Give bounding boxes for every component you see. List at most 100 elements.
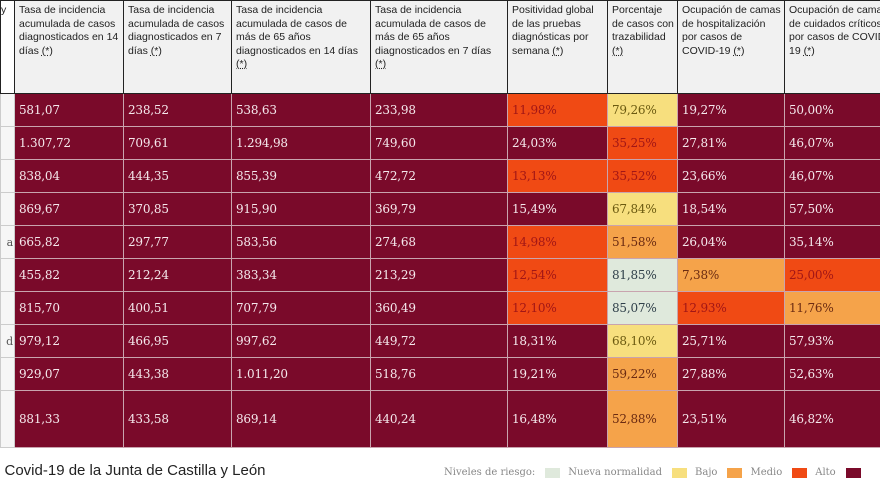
value-cell-muy-alto: 869,14: [231, 390, 371, 448]
legend-title: Niveles de riesgo:: [444, 467, 536, 478]
value-cell-bajo: 79,26%: [607, 93, 678, 127]
value-cell-muy-alto: 57,93%: [784, 324, 880, 358]
table-row: 815,70 400,51 707,79 360,49 12,10% 85,07% 12,9…: [0, 291, 880, 325]
header-text: Tasa de incidencia acumulada de casos di…: [128, 4, 225, 57]
region-name-cell: [0, 291, 15, 325]
value-cell-muy-alto: 50,00%: [784, 93, 880, 127]
region-name-cell: [0, 126, 15, 160]
table-row: 929,07 443,38 1.011,20 518,76 19,21% 59,22% 27…: [0, 357, 880, 391]
region-name-cell: [0, 258, 15, 292]
value-cell-muy-alto: 18,31%: [507, 324, 608, 358]
value-cell-muy-alto: 449,72: [370, 324, 508, 358]
value-cell-muy-alto: 881,33: [14, 390, 124, 448]
value-cell-muy-alto: 57,50%: [784, 192, 880, 226]
column-header: Ocupación de camas de hospitalización po…: [677, 0, 785, 94]
risk-legend: Niveles de riesgo: Nueva normalidad Bajo M…: [444, 467, 869, 478]
value-cell-alto: 14,98%: [507, 225, 608, 259]
value-cell-muy-alto: 46,07%: [784, 159, 880, 193]
value-cell-muy-alto: 19,21%: [507, 357, 608, 391]
value-cell-muy-alto: 25,71%: [677, 324, 785, 358]
value-cell-muy-alto: 433,58: [123, 390, 232, 448]
column-header: Tasa de incidencia acumulada de casos de…: [231, 0, 371, 94]
header-text: Ocupación de camas de hospitalización po…: [682, 4, 781, 57]
column-header: Positividad global de las pruebas diagnó…: [507, 0, 608, 94]
value-cell-alto: 12,93%: [677, 291, 785, 325]
region-name-cell: [0, 93, 15, 127]
legend-swatch-muy-alto: [845, 467, 861, 478]
header-text: Ocupación de camas de cuidados críticos …: [789, 4, 880, 57]
footnote-link[interactable]: (*): [733, 44, 745, 57]
value-cell-alto: 11,98%: [507, 93, 608, 127]
value-cell-muy-alto: 27,81%: [677, 126, 785, 160]
value-cell-medio: 7,38%: [677, 258, 785, 292]
value-cell-alto: 13,13%: [507, 159, 608, 193]
value-cell-muy-alto: 979,12: [14, 324, 124, 358]
value-cell-alto: 12,10%: [507, 291, 608, 325]
header-text: y: [1, 4, 7, 16]
footnote-link[interactable]: (*): [375, 58, 387, 70]
value-cell-muy-alto: 838,04: [14, 159, 124, 193]
value-cell-muy-alto: 274,68: [370, 225, 508, 259]
value-cell-muy-alto: 238,52: [123, 93, 232, 127]
table-row: d 979,12 466,95 997,62 449,72 18,31% 68,10% 25,…: [0, 324, 880, 358]
value-cell-muy-alto: 26,04%: [677, 225, 785, 259]
value-cell-bajo: 67,84%: [607, 192, 678, 226]
header-text: Tasa de incidencia acumulada de casos de…: [375, 4, 492, 57]
value-cell-muy-alto: 869,67: [14, 192, 124, 226]
value-cell-alto: 12,54%: [507, 258, 608, 292]
value-cell-muy-alto: 23,66%: [677, 159, 785, 193]
value-cell-medio: 51,58%: [607, 225, 678, 259]
footer: o Covid-19 de la Junta de Castilla y Leó…: [0, 450, 880, 495]
legend-swatch-medio: [727, 467, 743, 478]
column-header: Tasa de incidencia acumulada de casos di…: [123, 0, 232, 94]
table-row: 869,67 370,85 915,90 369,79 15,49% 67,84% 18,5…: [0, 192, 880, 226]
value-cell-muy-alto: 24,03%: [507, 126, 608, 160]
value-cell-medio: 52,88%: [607, 390, 678, 448]
footnote-link[interactable]: (*): [236, 58, 248, 70]
value-cell-muy-alto: 400,51: [123, 291, 232, 325]
value-cell-muy-alto: 212,24: [123, 258, 232, 292]
legend-swatch-alto: [792, 467, 808, 478]
legend-label: Alto: [815, 467, 836, 478]
value-cell-muy-alto: 538,63: [231, 93, 371, 127]
value-cell-muy-alto: 360,49: [370, 291, 508, 325]
source-note: o Covid-19 de la Junta de Castilla y Leó…: [0, 462, 266, 479]
value-cell-alto: 35,52%: [607, 159, 678, 193]
value-cell-nueva: 85,07%: [607, 291, 678, 325]
value-cell-muy-alto: 16,48%: [507, 390, 608, 448]
column-header: Porcentaje de casos con trazabilidad (*): [607, 0, 678, 94]
value-cell-muy-alto: 472,72: [370, 159, 508, 193]
value-cell-muy-alto: 46,07%: [784, 126, 880, 160]
value-cell-muy-alto: 443,38: [123, 357, 232, 391]
value-cell-muy-alto: 383,34: [231, 258, 371, 292]
footnote-link[interactable]: (*): [612, 44, 624, 57]
value-cell-muy-alto: 929,07: [14, 357, 124, 391]
value-cell-muy-alto: 1.294,98: [231, 126, 371, 160]
value-cell-muy-alto: 35,14%: [784, 225, 880, 259]
value-cell-muy-alto: 370,85: [123, 192, 232, 226]
region-name-cell: d: [0, 324, 15, 358]
footnote-link[interactable]: (*): [41, 44, 53, 57]
value-cell-muy-alto: 440,24: [370, 390, 508, 448]
value-cell-nueva: 81,85%: [607, 258, 678, 292]
region-name-cell: [0, 192, 15, 226]
header-row: y Tasa de incidencia acumulada de casos d…: [0, 0, 880, 94]
value-cell-muy-alto: 15,49%: [507, 192, 608, 226]
footnote-link[interactable]: (*): [150, 44, 162, 57]
value-cell-muy-alto: 233,98: [370, 93, 508, 127]
footnote-link[interactable]: (*): [803, 44, 815, 57]
risk-indicators-table: y Tasa de incidencia acumulada de casos d…: [0, 0, 880, 448]
table-row: 455,82 212,24 383,34 213,29 12,54% 81,85% 7,38…: [0, 258, 880, 292]
value-cell-muy-alto: 19,27%: [677, 93, 785, 127]
value-cell-muy-alto: 749,60: [370, 126, 508, 160]
table-row: 581,07 238,52 538,63 233,98 11,98% 79,26% 19,2…: [0, 93, 880, 127]
column-header: Ocupación de camas de cuidados críticos …: [784, 0, 880, 94]
value-cell-muy-alto: 1.011,20: [231, 357, 371, 391]
region-name-cell: [0, 159, 15, 193]
value-cell-muy-alto: 583,56: [231, 225, 371, 259]
legend-label: Medio: [750, 467, 783, 478]
value-cell-muy-alto: 27,88%: [677, 357, 785, 391]
legend-swatch-bajo: [672, 467, 688, 478]
footnote-link[interactable]: (*): [552, 44, 564, 57]
legend-swatch-nueva: [545, 467, 561, 478]
